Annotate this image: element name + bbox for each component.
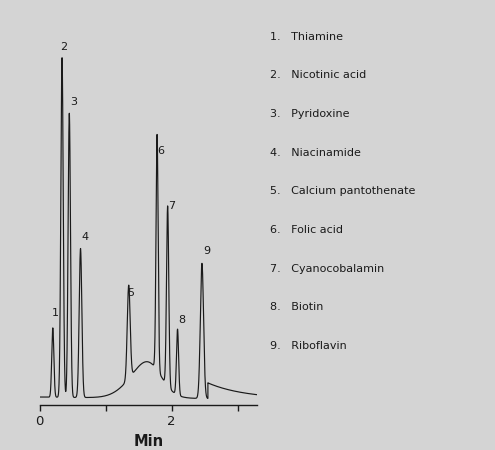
Text: 7: 7 — [168, 201, 175, 211]
Text: 3: 3 — [70, 97, 77, 107]
Text: 9.   Riboflavin: 9. Riboflavin — [270, 341, 346, 351]
X-axis label: Min: Min — [134, 434, 163, 449]
Text: 9: 9 — [203, 246, 210, 256]
Text: 4.   Niacinamide: 4. Niacinamide — [270, 148, 361, 157]
Text: 5.   Calcium pantothenate: 5. Calcium pantothenate — [270, 186, 415, 196]
Text: 6.   Folic acid: 6. Folic acid — [270, 225, 343, 235]
Text: 6: 6 — [158, 145, 165, 156]
Text: 8.   Biotin: 8. Biotin — [270, 302, 323, 312]
Text: 1.   Thiamine: 1. Thiamine — [270, 32, 343, 41]
Text: 7.   Cyanocobalamin: 7. Cyanocobalamin — [270, 264, 384, 274]
Text: 2.   Nicotinic acid: 2. Nicotinic acid — [270, 70, 366, 80]
Text: 8: 8 — [178, 315, 185, 325]
Text: 5: 5 — [127, 288, 134, 297]
Text: 1: 1 — [51, 308, 58, 319]
Text: 3.   Pyridoxine: 3. Pyridoxine — [270, 109, 349, 119]
Text: 4: 4 — [81, 232, 89, 242]
Text: 2: 2 — [60, 41, 67, 52]
